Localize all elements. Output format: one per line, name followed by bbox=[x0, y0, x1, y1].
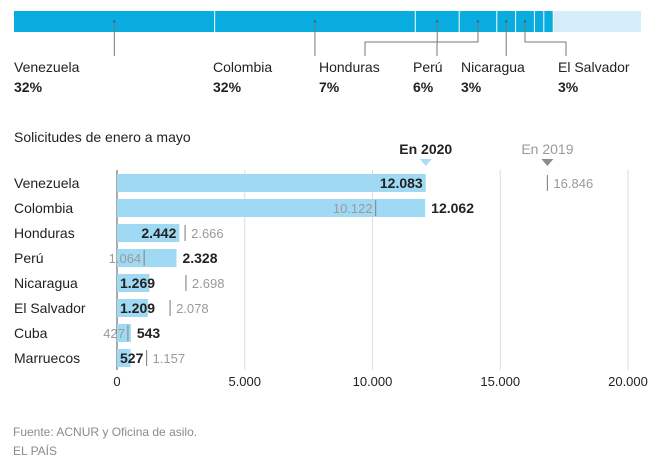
stacked-value-2: 7% bbox=[319, 79, 340, 95]
stacked-label-1: Colombia bbox=[213, 59, 272, 75]
stacked-label-2: Honduras bbox=[319, 59, 380, 75]
value-2019-label-2: 2.666 bbox=[191, 226, 224, 241]
value-2020-label-4: 1.269 bbox=[120, 275, 155, 291]
x-tick-label-3: 15.000 bbox=[480, 374, 520, 389]
value-2020-label-7: 527 bbox=[120, 350, 144, 366]
category-label-0: Venezuela bbox=[14, 175, 80, 191]
publisher-credit: EL PAÍS bbox=[13, 444, 58, 458]
category-label-3: Perú bbox=[14, 250, 44, 266]
stacked-connector-3 bbox=[436, 21, 479, 56]
stacked-label-4: Nicaragua bbox=[461, 59, 525, 75]
stacked-value-3: 6% bbox=[413, 79, 434, 95]
stacked-connector-5 bbox=[524, 21, 567, 56]
bar-2020-5 bbox=[117, 299, 148, 317]
chart-title: Solicitudes de enero a mayo bbox=[14, 129, 191, 145]
category-label-4: Nicaragua bbox=[14, 275, 78, 291]
bar-2020-0 bbox=[117, 174, 426, 192]
legend-2019-label: En 2019 bbox=[521, 141, 573, 157]
source-note: Fuente: ACNUR y Oficina de asilo. bbox=[13, 425, 198, 439]
category-label-2: Honduras bbox=[14, 225, 75, 241]
value-2019-label-3: 1.064 bbox=[109, 251, 142, 266]
legend-2020-label: En 2020 bbox=[399, 141, 452, 157]
x-tick-label-4: 20.000 bbox=[608, 374, 648, 389]
value-2019-label-4: 2.698 bbox=[192, 276, 225, 291]
value-2019-label-1: 10.122 bbox=[333, 201, 373, 216]
bar-2020-7 bbox=[117, 349, 131, 367]
x-tick-label-1: 5.000 bbox=[228, 374, 261, 389]
stacked-value-4: 3% bbox=[461, 79, 482, 95]
legend-2019-marker bbox=[541, 159, 554, 166]
stacked-value-1: 32% bbox=[213, 79, 242, 95]
x-tick-label-0: 0 bbox=[113, 374, 120, 389]
bar-2020-4 bbox=[117, 274, 150, 292]
stacked-segment-6 bbox=[534, 11, 544, 32]
bar-2020-3 bbox=[117, 249, 177, 267]
value-2020-label-2: 2.442 bbox=[141, 225, 176, 241]
value-2019-label-0: 16.846 bbox=[553, 176, 593, 191]
stacked-label-0: Venezuela bbox=[14, 59, 80, 75]
value-2020-label-3: 2.328 bbox=[182, 250, 217, 266]
stacked-label-3: Perú bbox=[413, 59, 443, 75]
value-2019-label-5: 2.078 bbox=[176, 301, 209, 316]
stacked-connector-2 bbox=[364, 21, 438, 56]
category-label-7: Marruecos bbox=[14, 350, 80, 366]
value-2019-label-7: 1.157 bbox=[153, 351, 186, 366]
value-2020-label-5: 1.209 bbox=[120, 300, 155, 316]
value-2020-label-0: 12.083 bbox=[380, 175, 423, 191]
category-label-6: Cuba bbox=[14, 325, 48, 341]
stacked-value-5: 3% bbox=[558, 79, 579, 95]
value-2019-label-6: 427 bbox=[103, 326, 125, 341]
category-label-5: El Salvador bbox=[14, 300, 86, 316]
value-2020-label-6: 543 bbox=[137, 325, 161, 341]
bar-2020-1 bbox=[117, 199, 426, 217]
value-2020-label-1: 12.062 bbox=[431, 200, 474, 216]
stacked-segment-7 bbox=[543, 11, 554, 32]
legend-2020-marker bbox=[419, 159, 432, 166]
category-label-1: Colombia bbox=[14, 200, 73, 216]
bar-2020-2 bbox=[117, 224, 180, 242]
x-tick-label-2: 10.000 bbox=[353, 374, 393, 389]
stacked-label-5: El Salvador bbox=[558, 59, 630, 75]
stacked-value-0: 32% bbox=[14, 79, 43, 95]
